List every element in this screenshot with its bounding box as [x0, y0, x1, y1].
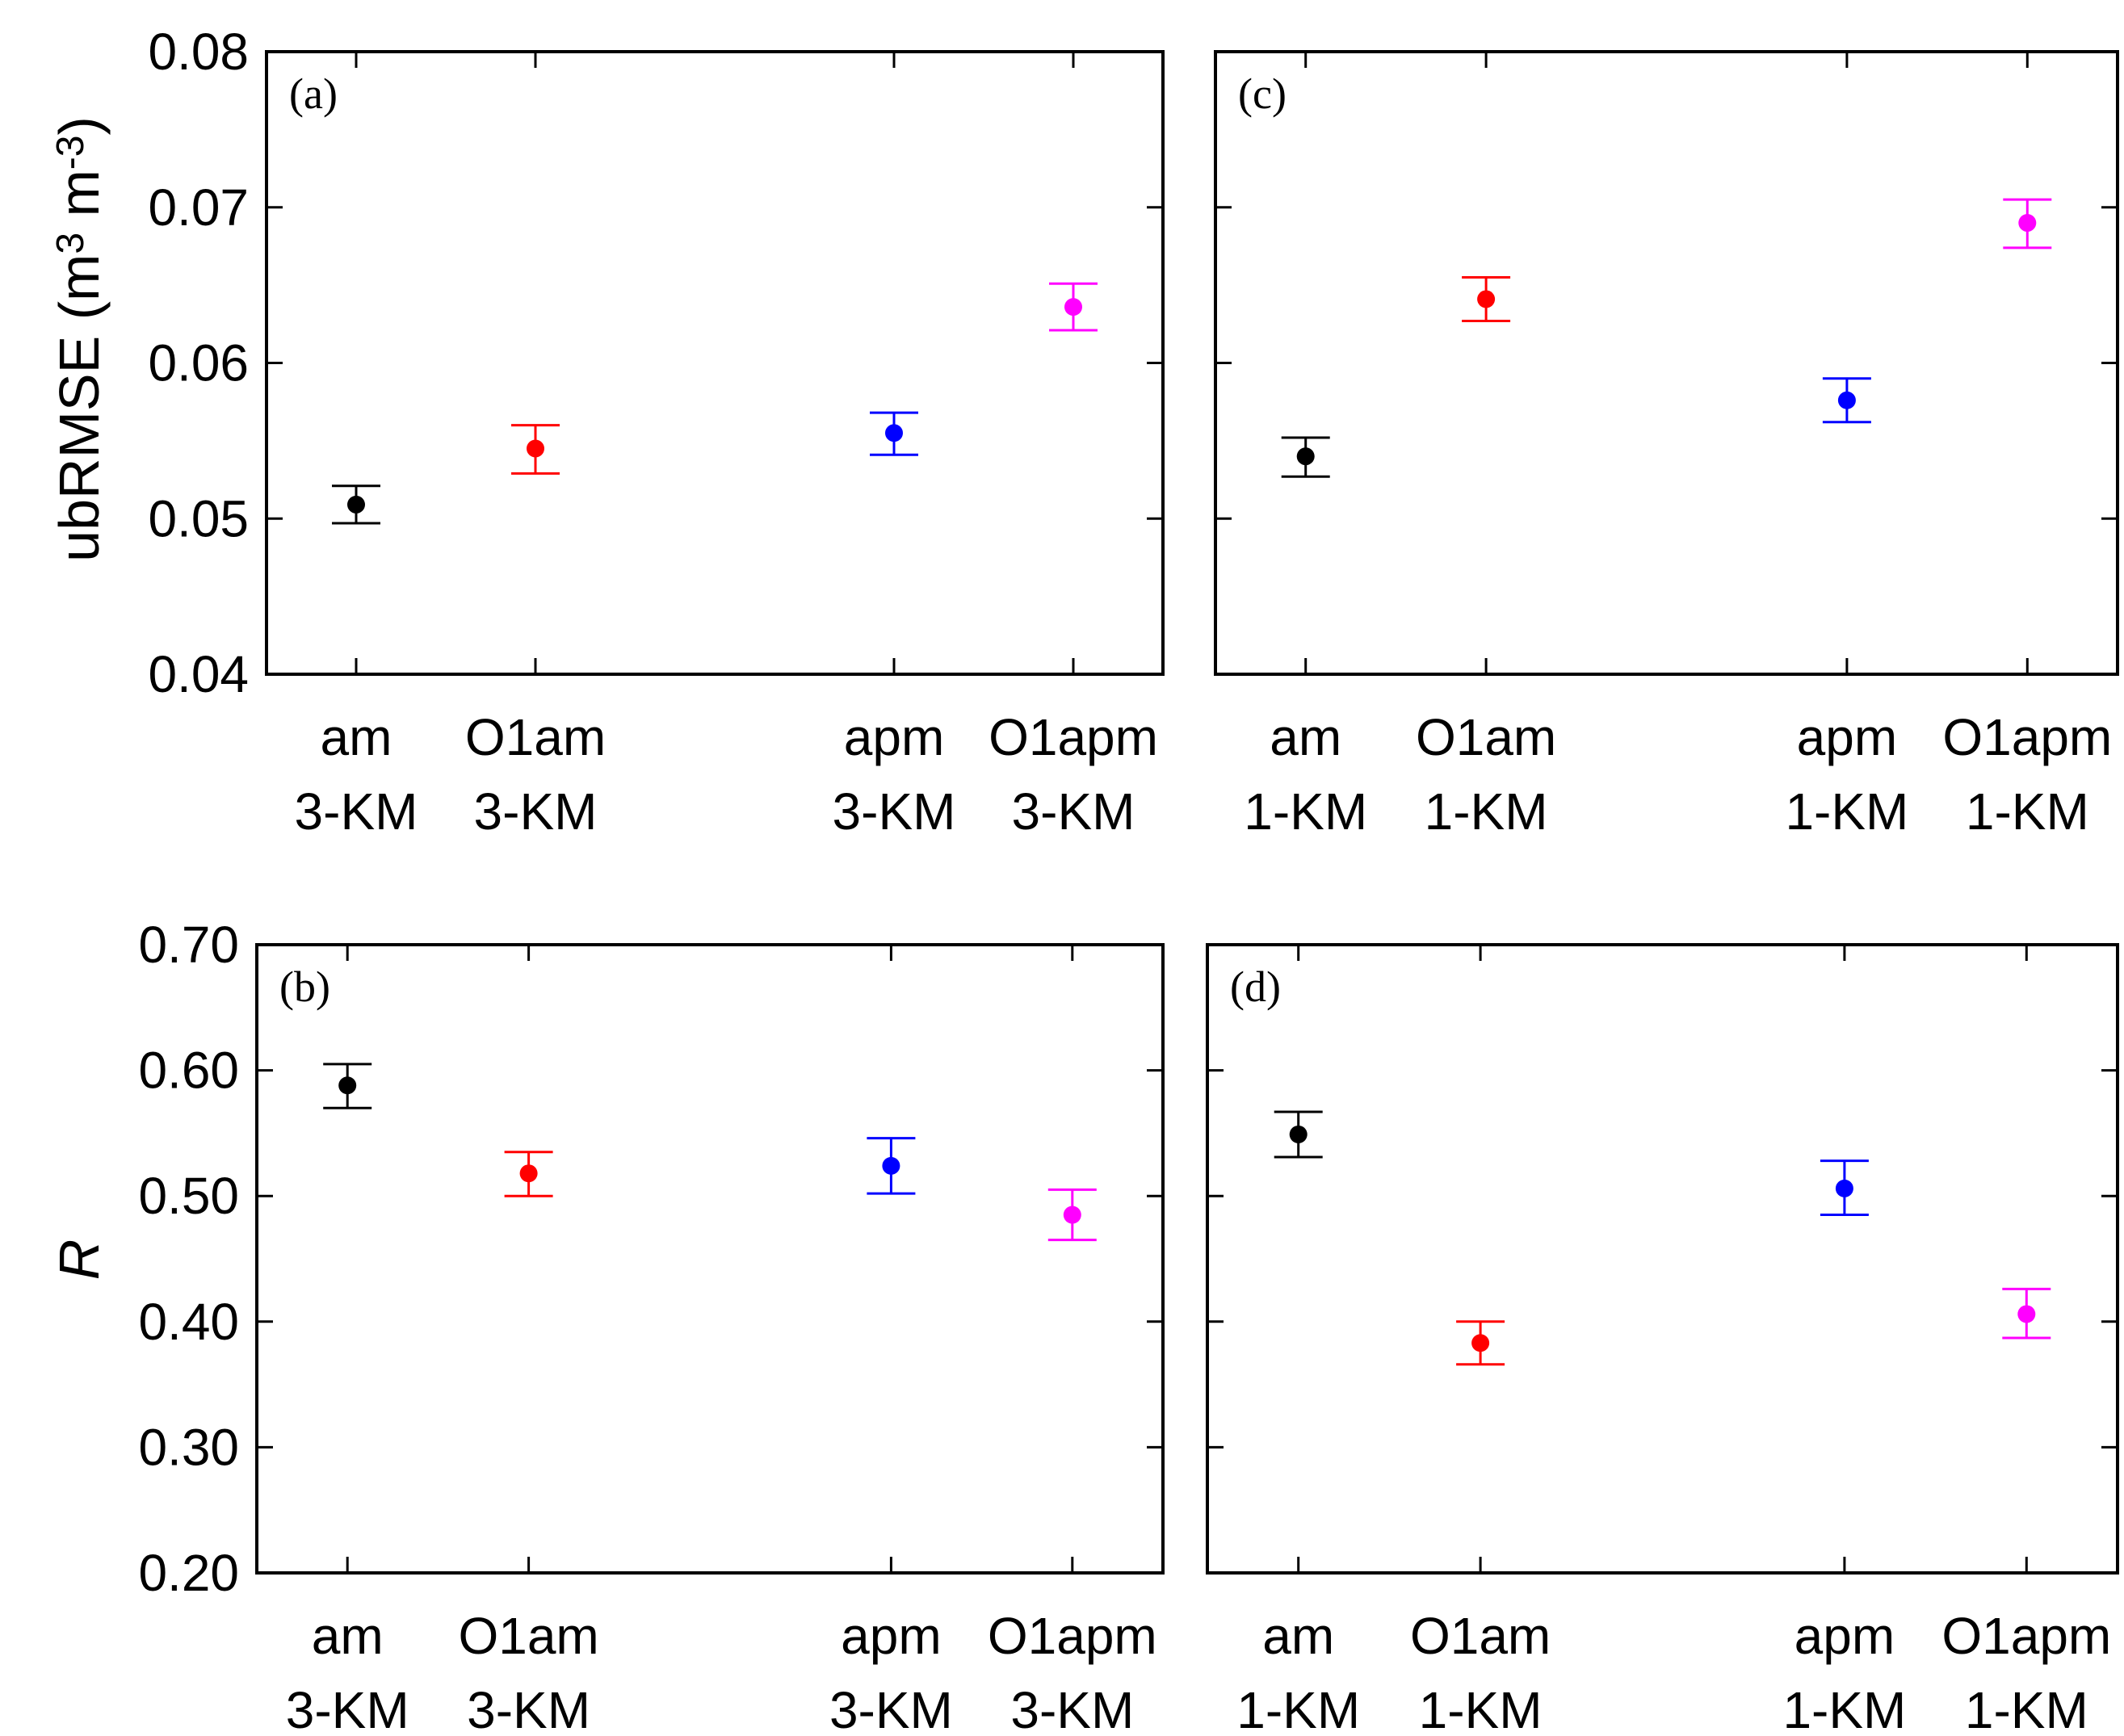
- data-point-o1am-3-km: [519, 1164, 538, 1183]
- x-tick-label-line1: apm: [1797, 708, 1898, 766]
- plot-area-frame: [265, 50, 1165, 676]
- x-tick-label-line2: 1-KM: [1785, 782, 1908, 841]
- x-tick-label-line1: O1am: [458, 1607, 598, 1665]
- x-tick-label-line1: O1am: [1410, 1607, 1551, 1665]
- panel-label: (c): [1238, 69, 1287, 118]
- data-point-apm-3-km: [882, 1156, 900, 1175]
- x-tick-label-line2: 3-KM: [1010, 1681, 1134, 1736]
- y-tick-label: 0.07: [148, 178, 249, 237]
- x-tick-label-line1: O1am: [1416, 708, 1556, 766]
- panel-d: am 1-KM O1am 1-KM apm 1-KM O1apm 1-KM (d): [1206, 943, 2119, 1736]
- data-point-am-3-km: [347, 495, 365, 514]
- x-tick-label-line1: am: [1262, 1607, 1334, 1665]
- plot-area-frame: [255, 943, 1165, 1575]
- panel-b: 0.20 0.30 0.40 0.50 0.60 0.70 am 3-KM O1am 3-KM ap…: [48, 916, 1165, 1736]
- x-tick-label-line2: 1-KM: [1965, 1681, 2088, 1736]
- y-axis-label-text: ): [48, 116, 111, 135]
- y-tick-label: 0.50: [138, 1167, 239, 1225]
- x-tick-label-line1: O1apm: [989, 708, 1158, 766]
- y-tick-label: 0.05: [148, 489, 249, 547]
- x-tick-label-line2: 3-KM: [1012, 782, 1135, 841]
- data-point-o1am-1-km: [1477, 290, 1496, 308]
- data-point-apm-1-km: [1835, 1179, 1853, 1197]
- x-tick-label-line2: 3-KM: [286, 1681, 409, 1736]
- x-tick-label-line1: O1apm: [1942, 708, 2112, 766]
- y-tick-label: 0.04: [148, 645, 249, 703]
- x-tick-label-line1: apm: [841, 1607, 942, 1665]
- data-point-o1am-3-km: [527, 439, 544, 458]
- y-axis-label-superscript: 3: [49, 233, 92, 254]
- x-tick-label-line1: am: [321, 708, 392, 766]
- panel-a: 0.04 0.05 0.06 0.07 0.08 am 3-KM O1am 3-KM apm 3-K…: [48, 23, 1165, 841]
- data-point-o1apm-3-km: [1064, 298, 1082, 317]
- panel-label: (b): [279, 962, 330, 1011]
- plot-area-frame: [1214, 50, 2119, 676]
- y-tick-label: 0.20: [138, 1544, 239, 1602]
- data-point-am-3-km: [338, 1076, 357, 1095]
- data-point-o1am-1-km: [1471, 1334, 1490, 1352]
- x-tick-label-line1: O1apm: [988, 1607, 1157, 1665]
- x-tick-label-line2: 3-KM: [833, 782, 956, 841]
- x-tick-label-line2: 1-KM: [1244, 782, 1367, 841]
- y-axis-label-superscript: -3: [49, 135, 92, 170]
- y-tick-label: 0.06: [148, 334, 249, 392]
- data-point-o1apm-3-km: [1063, 1206, 1081, 1224]
- x-tick-label-line2: 3-KM: [474, 782, 598, 841]
- data-point-o1apm-1-km: [2017, 1305, 2036, 1323]
- x-tick-label-line2: 3-KM: [467, 1681, 590, 1736]
- x-tick-label-line2: 3-KM: [295, 782, 418, 841]
- panel-label: (a): [289, 69, 338, 118]
- y-axis-label-text: m: [48, 170, 111, 233]
- y-tick-label: 0.60: [138, 1042, 239, 1100]
- y-tick-label: 0.30: [138, 1418, 239, 1476]
- x-tick-label-line2: 1-KM: [1782, 1681, 1906, 1736]
- x-tick-label-line1: am: [1270, 708, 1341, 766]
- x-tick-label-line1: apm: [844, 708, 945, 766]
- y-tick-label: 0.40: [138, 1293, 239, 1351]
- x-tick-label-line2: 1-KM: [1419, 1681, 1543, 1736]
- x-tick-label-line2: 1-KM: [1966, 782, 2089, 841]
- x-tick-label-line2: 1-KM: [1425, 782, 1548, 841]
- x-tick-label-line1: apm: [1794, 1607, 1895, 1665]
- x-tick-label-line1: O1am: [465, 708, 606, 766]
- data-point-am-1-km: [1296, 447, 1315, 466]
- panel-label: (d): [1230, 962, 1281, 1011]
- y-axis-label: R: [48, 1239, 111, 1281]
- y-axis-label-text: R: [48, 1239, 111, 1281]
- x-tick-label-line1: O1apm: [1941, 1607, 2111, 1665]
- data-point-am-1-km: [1289, 1125, 1308, 1143]
- x-tick-label-line1: am: [312, 1607, 384, 1665]
- data-point-o1apm-1-km: [2018, 214, 2037, 233]
- y-axis-label: ubRMSE (m3 m-3): [48, 116, 111, 562]
- data-point-apm-3-km: [885, 424, 903, 442]
- x-tick-label-line2: 1-KM: [1236, 1681, 1360, 1736]
- y-tick-label: 0.08: [148, 23, 249, 81]
- plot-area-frame: [1206, 943, 2119, 1575]
- data-point-apm-1-km: [1837, 391, 1856, 409]
- y-tick-label: 0.70: [138, 916, 239, 974]
- panel-c: am 1-KM O1am 1-KM apm 1-KM O1apm 1-KM (c): [1214, 50, 2119, 841]
- x-tick-label-line2: 3-KM: [829, 1681, 953, 1736]
- y-axis-label-text: ubRMSE (m: [48, 254, 111, 562]
